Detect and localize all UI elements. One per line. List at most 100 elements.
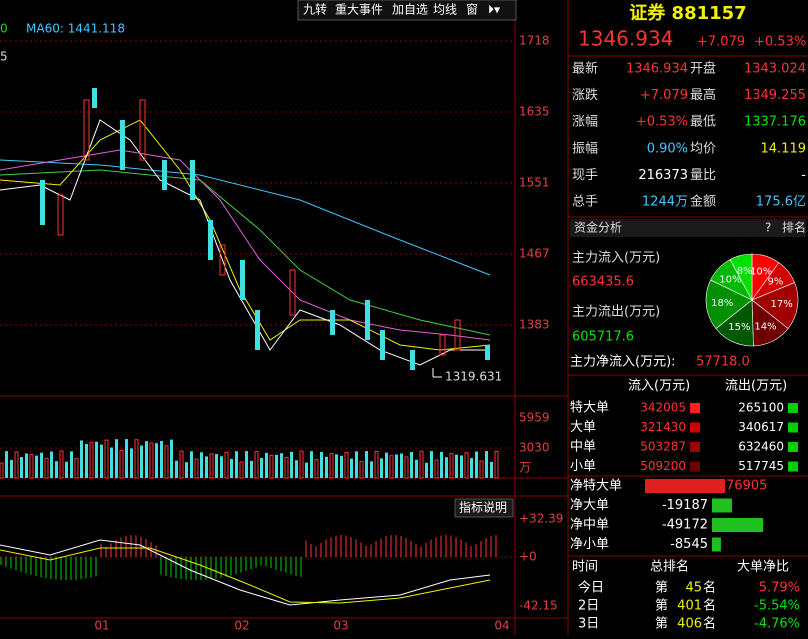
rank-ming: 名 (703, 598, 716, 614)
vol-bar (265, 452, 268, 478)
rank-time: 2日 (578, 599, 599, 614)
vol-bar (310, 451, 313, 478)
vol-bar (179, 450, 184, 479)
pie-label: 17% (770, 299, 792, 310)
vol-bar (359, 461, 364, 479)
pie-label: 9% (768, 276, 784, 287)
pie-label: 15% (728, 322, 750, 333)
rank-time: 今日 (578, 580, 604, 596)
vol-bar (164, 445, 169, 479)
toolbar-arrow[interactable]: ⏵▾ (488, 3, 500, 17)
flow-label: 中单 (570, 440, 596, 455)
pie-label: 18% (711, 298, 733, 309)
net-row-label: 净大单 (570, 498, 609, 513)
macd-tick: +0 (519, 550, 537, 564)
quote-label: 现手 (572, 168, 598, 183)
net-row-value: 76905 (726, 479, 767, 494)
flow-header: 流出(万元) (725, 379, 787, 394)
vol-bar (479, 460, 484, 479)
vol-bar (119, 450, 124, 479)
vol-bar (434, 459, 439, 479)
legend: MA60: 1441.118 (26, 22, 125, 36)
net-label: 主力净流入(万元): (570, 355, 676, 370)
quote-value: 1244万 (642, 195, 688, 210)
vol-bar (145, 441, 148, 478)
flow-out: 265100 (738, 401, 784, 415)
x-label: 03 (333, 619, 348, 633)
vol-bar (130, 448, 133, 478)
vol-bar (200, 452, 203, 478)
vol-bar (325, 456, 328, 478)
outflow-label: 主力流出(万元) (572, 305, 660, 320)
fund-title: 资金分析 (574, 220, 622, 235)
quote-label: 涨跌 (572, 87, 598, 103)
price-tick: 1718 (519, 34, 550, 48)
outflow-value: 605717.6 (572, 330, 634, 345)
rank-num: 45 (685, 581, 702, 596)
quote-label: 最低 (690, 115, 716, 130)
vol-bar (485, 451, 488, 478)
low-label: 1319.631 (445, 370, 502, 384)
quote-value: +0.53% (636, 115, 688, 130)
vol-bar (455, 454, 458, 478)
volume-tick: 5959 (519, 411, 550, 425)
quote-label: 最高 (690, 87, 716, 103)
vol-bar (365, 451, 368, 478)
vol-bar (250, 460, 253, 478)
x-label: 01 (94, 619, 109, 633)
inflow-value: 663435.6 (572, 275, 634, 290)
price-tick: 1551 (519, 176, 550, 190)
indicator-button[interactable]: 指标说明 (459, 500, 507, 515)
quote-value: 1349.255 (744, 88, 806, 103)
flow-in-box (690, 442, 700, 452)
net-bar (712, 518, 764, 532)
toolbar-button[interactable]: 均线 (433, 3, 457, 17)
side-label: 5 (0, 50, 8, 64)
vol-bar (460, 455, 463, 478)
quote-label: 涨幅 (572, 115, 598, 130)
pie-slice (705, 279, 753, 329)
candles (40, 88, 490, 378)
vol-bar (464, 452, 469, 479)
net-row-value: -8545 (670, 537, 708, 552)
price-tick: 1383 (519, 318, 550, 332)
pie-label: 10% (719, 274, 741, 285)
vol-bar (10, 459, 13, 478)
flow-in-box (690, 461, 700, 472)
vol-bar (35, 455, 38, 478)
quote-label: 开盘 (690, 61, 716, 77)
net-bar (712, 537, 721, 552)
x-label: 04 (494, 619, 509, 633)
macd-lines (0, 539, 491, 606)
vol-bar (185, 462, 188, 478)
vol-bar (149, 442, 154, 479)
flow-in: 509200 (640, 459, 686, 473)
macd-tick: -42.15 (519, 599, 558, 613)
flow-in-box (690, 422, 700, 433)
vol-bar (29, 454, 34, 479)
indicator-btn-bg (454, 498, 514, 518)
vol-bar (224, 451, 229, 479)
vol-bar (400, 453, 403, 478)
vol-bar (40, 452, 43, 478)
net-bar (712, 498, 732, 513)
vol-bar (59, 450, 64, 479)
toolbar-button[interactable]: 九转 (303, 2, 327, 17)
toolbar-button[interactable]: 重大事件 (335, 3, 383, 17)
quote-change-pct: +0.53% (754, 35, 806, 50)
vol-bar (115, 439, 118, 478)
volume-tick: 3030 (519, 441, 550, 455)
vol-bar (314, 459, 319, 479)
net-row-value: -49172 (662, 518, 708, 533)
vol-bar (295, 460, 298, 478)
rank-di: 第 (655, 581, 668, 596)
rank-time: 3日 (578, 617, 599, 632)
vol-bar (140, 445, 143, 478)
toolbar (297, 0, 517, 21)
rank-ratio: 5.79% (759, 581, 800, 596)
toolbar-button[interactable]: 加自选 (392, 3, 428, 17)
toolbar-button[interactable]: 窗 (466, 3, 478, 17)
flow-out-box (788, 403, 798, 413)
net-bar (645, 479, 725, 493)
flow-header: 流入(万元) (628, 379, 690, 394)
